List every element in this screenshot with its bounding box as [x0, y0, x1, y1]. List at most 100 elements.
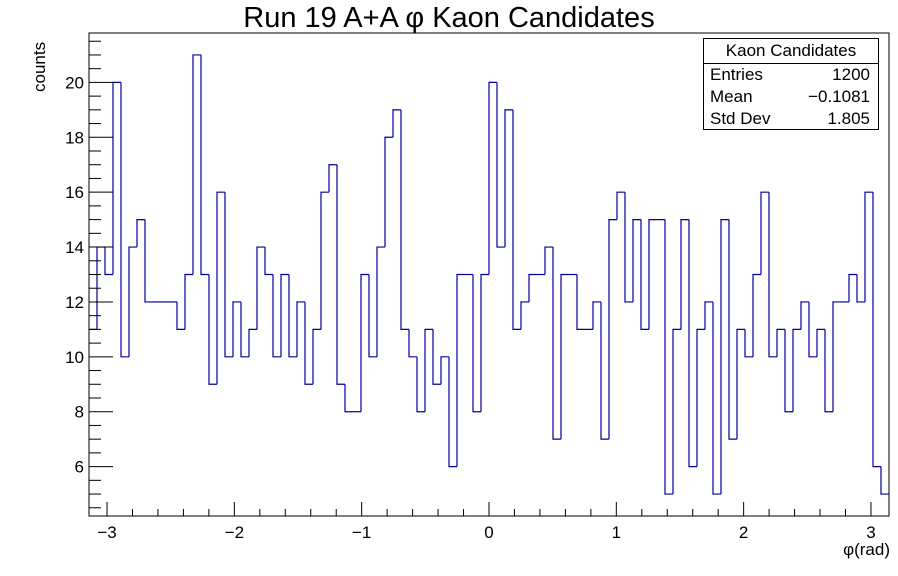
- histogram-bin: [560, 273, 569, 440]
- histogram-bin: [760, 191, 769, 275]
- histogram-bin: [408, 329, 417, 358]
- histogram-bin: [848, 273, 857, 302]
- histogram-bin: [688, 219, 697, 468]
- x-tick-label: 0: [484, 523, 493, 542]
- histogram-bin: [456, 273, 465, 467]
- x-tick-label: 1: [612, 523, 621, 542]
- histogram-bin: [296, 301, 305, 357]
- histogram-bin: [632, 219, 641, 302]
- stats-key: Std Dev: [710, 109, 771, 128]
- histogram-bin: [392, 109, 401, 138]
- stats-value: 1.805: [827, 109, 870, 128]
- histogram-bin: [728, 219, 737, 440]
- histogram-bin: [664, 219, 673, 495]
- histogram-bin: [208, 274, 217, 385]
- histogram-bin: [704, 301, 713, 330]
- histogram-bin: [544, 246, 553, 275]
- x-tick-label: 2: [739, 523, 748, 542]
- histogram-bin: [816, 328, 825, 357]
- histogram-bin: [752, 273, 761, 357]
- histogram-bin: [248, 328, 257, 357]
- histogram-bin: [272, 274, 281, 358]
- histogram-bin: [400, 109, 409, 330]
- x-tick-label: −2: [225, 523, 244, 542]
- stats-key: Entries: [710, 65, 763, 84]
- stats-row-std-dev: Std Dev 1.805: [704, 108, 878, 130]
- histogram-bin: [184, 273, 193, 330]
- histogram-bin: [344, 384, 353, 413]
- histogram-bin: [880, 466, 889, 495]
- histogram-bin: [336, 164, 345, 385]
- histogram-bin: [472, 274, 481, 413]
- histogram-bin: [808, 301, 817, 358]
- stats-box-title: Kaon Candidates: [704, 39, 878, 64]
- histogram-bin: [216, 191, 225, 385]
- y-tick-label: 16: [65, 183, 84, 202]
- histogram-bin: [416, 356, 425, 413]
- stats-row-entries: Entries 1200: [704, 64, 878, 86]
- histogram-bin: [104, 247, 113, 276]
- histogram-bin: [200, 54, 209, 276]
- histogram-bin: [600, 301, 609, 440]
- histogram-bin: [800, 301, 809, 330]
- histogram-bin: [824, 329, 833, 413]
- y-tick-label: 10: [65, 348, 84, 367]
- histogram-bin: [488, 81, 497, 275]
- histogram-bin: [432, 329, 441, 385]
- histogram-bin: [480, 273, 489, 412]
- histogram-bin: [328, 164, 337, 193]
- y-tick-label: 18: [65, 128, 84, 147]
- histogram-bin: [240, 301, 249, 358]
- histogram-bin: [672, 328, 681, 495]
- histogram-bin: [368, 274, 377, 358]
- histogram-bin: [112, 81, 121, 275]
- histogram-bin: [712, 301, 721, 495]
- histogram-bin: [744, 329, 753, 358]
- stats-row-mean: Mean −0.1081: [704, 86, 878, 108]
- y-tick-label: 12: [65, 293, 84, 312]
- histogram-bin: [864, 191, 873, 302]
- histogram-bin: [736, 328, 745, 440]
- histogram-bin: [792, 328, 801, 412]
- chart-title: Run 19 A+A φ Kaon Candidates: [243, 2, 655, 34]
- histogram-bin: [312, 328, 321, 385]
- histogram-bin: [280, 273, 289, 357]
- x-tick-label: −3: [97, 523, 116, 542]
- stats-key: Mean: [710, 87, 753, 106]
- histogram-bin: [648, 219, 657, 330]
- y-tick-label: 14: [65, 238, 84, 257]
- histogram-bin: [576, 274, 585, 330]
- histogram-bin: [616, 191, 625, 220]
- histogram-bin: [720, 219, 729, 495]
- histogram-bin: [496, 82, 505, 248]
- histogram-bin: [448, 356, 457, 468]
- y-tick-label: 20: [65, 73, 84, 92]
- histogram-bin: [784, 329, 793, 413]
- stats-value: −0.1081: [808, 87, 870, 106]
- histogram-bin: [144, 219, 153, 303]
- x-tick-label: 3: [866, 523, 875, 542]
- histogram-bin: [768, 192, 777, 358]
- histogram-bin: [592, 301, 601, 330]
- histogram-bin: [552, 247, 561, 440]
- y-tick-label: 6: [75, 458, 84, 477]
- histogram-bin: [680, 219, 689, 330]
- histogram-bin: [320, 191, 329, 330]
- histogram-bin: [504, 109, 513, 248]
- histogram-bin: [120, 82, 129, 358]
- histogram-bin: [520, 301, 529, 330]
- histogram-bin: [640, 219, 649, 330]
- histogram-bin: [872, 192, 881, 468]
- histogram-bin: [512, 109, 521, 330]
- histogram-bin: [288, 274, 297, 358]
- histogram-bin: [128, 246, 137, 357]
- histogram-bin: [624, 192, 633, 303]
- y-axis-label: counts: [30, 41, 49, 92]
- histogram-bin: [608, 219, 617, 440]
- stats-box: Kaon Candidates Entries 1200 Mean −0.108…: [703, 38, 879, 130]
- histogram-bin: [224, 192, 233, 358]
- histogram-bin: [440, 356, 449, 385]
- histogram-bin: [264, 247, 273, 276]
- histogram-bin: [376, 246, 385, 357]
- histogram-bin: [832, 301, 841, 412]
